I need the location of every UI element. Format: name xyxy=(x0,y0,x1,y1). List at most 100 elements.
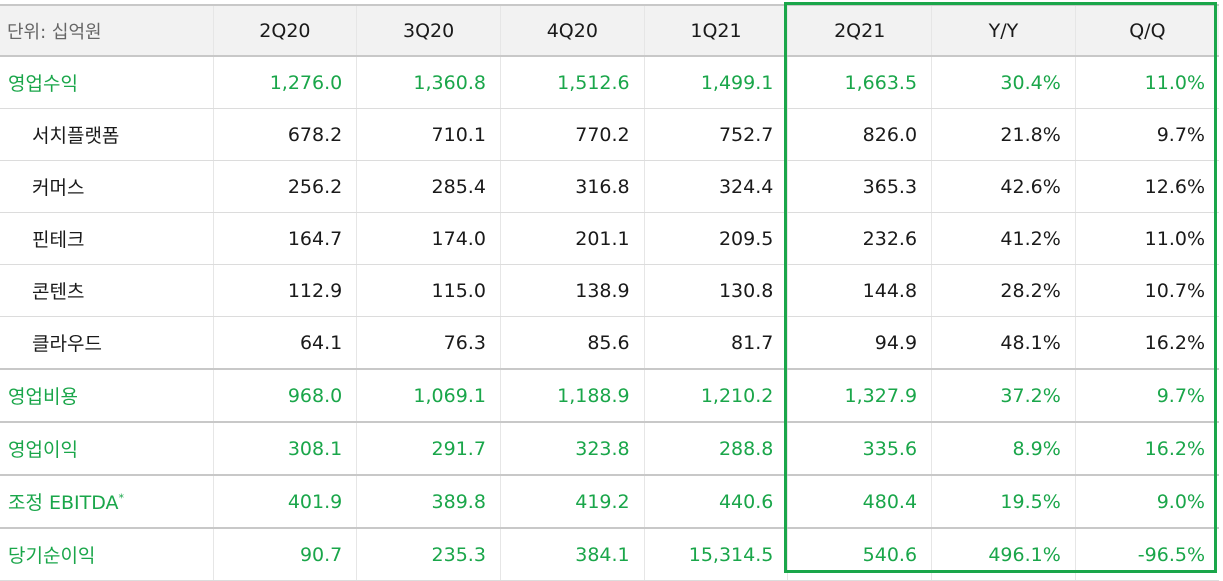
table-cell: 130.8 xyxy=(643,264,788,317)
table-cell: 1,327.9 xyxy=(787,369,932,423)
table-cell: 9.7% xyxy=(1074,369,1219,423)
row-label: 핀테크 xyxy=(0,212,214,265)
financial-table: 단위: 십억원 2Q20 3Q20 4Q20 1Q21 2Q21 Y/Y Q/Q… xyxy=(0,4,1219,581)
table-row-commerce: 커머스 256.2 285.4 316.8 324.4 365.3 42.6% … xyxy=(0,160,1219,213)
table-cell: 540.6 xyxy=(787,528,932,581)
table-cell: 384.1 xyxy=(499,528,645,581)
table-cell: 48.1% xyxy=(931,316,1076,370)
table-cell: 826.0 xyxy=(787,108,932,161)
table-cell: 678.2 xyxy=(212,108,357,161)
table-cell: 11.0% xyxy=(1074,56,1219,109)
table-cell: 42.6% xyxy=(931,160,1076,213)
column-header-4q20: 4Q20 xyxy=(499,4,645,57)
table-row-operating-revenue: 영업수익 1,276.0 1,360.8 1,512.6 1,499.1 1,6… xyxy=(0,56,1219,109)
table-cell: 76.3 xyxy=(356,316,501,370)
table-cell: 174.0 xyxy=(356,212,501,265)
column-header-yoy: Y/Y xyxy=(931,4,1076,57)
table-cell: 16.2% xyxy=(1074,422,1219,476)
table-cell: 288.8 xyxy=(643,422,788,476)
table-cell: 81.7 xyxy=(643,316,788,370)
table-cell: 256.2 xyxy=(212,160,357,213)
table-cell: 480.4 xyxy=(787,475,932,529)
table-cell: 164.7 xyxy=(212,212,357,265)
table-cell: 19.5% xyxy=(931,475,1076,529)
table-row-search-platform: 서치플랫폼 678.2 710.1 770.2 752.7 826.0 21.8… xyxy=(0,108,1219,161)
table-row-contents: 콘텐츠 112.9 115.0 138.9 130.8 144.8 28.2% … xyxy=(0,264,1219,317)
table-cell: 710.1 xyxy=(356,108,501,161)
row-label: 콘텐츠 xyxy=(0,264,214,317)
table-cell: 16.2% xyxy=(1074,316,1219,370)
table-cell: 1,276.0 xyxy=(212,56,357,109)
row-label-cell: 조정 EBITDA* xyxy=(0,475,214,529)
table-cell: 389.8 xyxy=(356,475,501,529)
table-cell: 9.7% xyxy=(1074,108,1219,161)
table-cell: 232.6 xyxy=(787,212,932,265)
table-cell: 324.4 xyxy=(643,160,788,213)
table-cell: 1,210.2 xyxy=(643,369,788,423)
column-header-1q21: 1Q21 xyxy=(643,4,788,57)
table-cell: 10.7% xyxy=(1074,264,1219,317)
table-cell: 144.8 xyxy=(787,264,932,317)
column-header-qoq: Q/Q xyxy=(1074,4,1219,57)
table-cell: 770.2 xyxy=(499,108,645,161)
row-label: 영업수익 xyxy=(0,56,214,109)
table-cell: 335.6 xyxy=(787,422,932,476)
footnote-mark: * xyxy=(118,491,125,505)
column-header-2q20: 2Q20 xyxy=(212,4,357,57)
table-cell: 15,314.5 xyxy=(643,528,788,581)
table-cell: 1,512.6 xyxy=(499,56,645,109)
table-cell: 30.4% xyxy=(931,56,1076,109)
column-header-3q20: 3Q20 xyxy=(356,4,501,57)
table-cell: 37.2% xyxy=(931,369,1076,423)
table-cell: 28.2% xyxy=(931,264,1076,317)
table-row-net-income: 당기순이익 90.7 235.3 384.1 15,314.5 540.6 49… xyxy=(0,528,1219,581)
table-cell: 138.9 xyxy=(499,264,645,317)
table-cell: 9.0% xyxy=(1074,475,1219,529)
table-cell: 85.6 xyxy=(499,316,645,370)
table-cell: 291.7 xyxy=(356,422,501,476)
table-cell: 201.1 xyxy=(499,212,645,265)
table-cell: 285.4 xyxy=(356,160,501,213)
table-cell: 94.9 xyxy=(787,316,932,370)
table-cell: 90.7 xyxy=(212,528,357,581)
table-cell: 323.8 xyxy=(499,422,645,476)
table-row-cloud: 클라우드 64.1 76.3 85.6 81.7 94.9 48.1% 16.2… xyxy=(0,316,1219,370)
row-label: 조정 EBITDA xyxy=(8,492,119,514)
table-row-operating-profit: 영업이익 308.1 291.7 323.8 288.8 335.6 8.9% … xyxy=(0,422,1219,476)
column-header-2q21: 2Q21 xyxy=(787,4,932,57)
table-cell: 209.5 xyxy=(643,212,788,265)
row-label: 커머스 xyxy=(0,160,214,213)
row-label: 당기순이익 xyxy=(0,528,214,581)
table-cell: 1,069.1 xyxy=(356,369,501,423)
table-cell: 235.3 xyxy=(356,528,501,581)
table-row-operating-expenses: 영업비용 968.0 1,069.1 1,188.9 1,210.2 1,327… xyxy=(0,369,1219,423)
table-cell: 64.1 xyxy=(212,316,357,370)
table-cell: 1,360.8 xyxy=(356,56,501,109)
table-row-adjusted-ebitda: 조정 EBITDA* 401.9 389.8 419.2 440.6 480.4… xyxy=(0,475,1219,529)
table-cell: 21.8% xyxy=(931,108,1076,161)
table-cell: 440.6 xyxy=(643,475,788,529)
table-cell: 1,663.5 xyxy=(787,56,932,109)
table-cell: 419.2 xyxy=(499,475,645,529)
header-row: 단위: 십억원 2Q20 3Q20 4Q20 1Q21 2Q21 Y/Y Q/Q xyxy=(0,4,1219,57)
table-cell: 752.7 xyxy=(643,108,788,161)
table-cell: 365.3 xyxy=(787,160,932,213)
row-label: 영업비용 xyxy=(0,369,214,423)
row-label: 영업이익 xyxy=(0,422,214,476)
table-row-fintech: 핀테크 164.7 174.0 201.1 209.5 232.6 41.2% … xyxy=(0,212,1219,265)
table-cell: 496.1% xyxy=(931,528,1076,581)
table-cell: 968.0 xyxy=(212,369,357,423)
table-cell: 41.2% xyxy=(931,212,1076,265)
table-cell: 112.9 xyxy=(212,264,357,317)
unit-label: 단위: 십억원 xyxy=(0,4,214,57)
table-cell: 316.8 xyxy=(499,160,645,213)
table-cell: 12.6% xyxy=(1074,160,1219,213)
table-cell: 115.0 xyxy=(356,264,501,317)
table-cell: 8.9% xyxy=(931,422,1076,476)
table-cell: 1,499.1 xyxy=(643,56,788,109)
table-cell: -96.5% xyxy=(1074,528,1219,581)
row-label: 클라우드 xyxy=(0,316,214,370)
table-cell: 401.9 xyxy=(212,475,357,529)
table-cell: 308.1 xyxy=(212,422,357,476)
table-cell: 1,188.9 xyxy=(499,369,645,423)
